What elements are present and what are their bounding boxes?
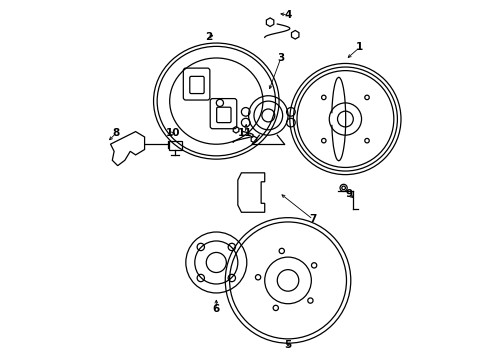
Text: 4: 4 — [284, 10, 292, 20]
Text: 10: 10 — [166, 129, 180, 138]
Text: 6: 6 — [213, 304, 220, 314]
Text: 3: 3 — [277, 53, 285, 63]
Bar — [169, 140, 181, 149]
Text: 2: 2 — [205, 32, 213, 41]
Text: 11: 11 — [238, 129, 252, 138]
Text: 5: 5 — [284, 340, 292, 350]
Text: 8: 8 — [112, 129, 120, 138]
Text: 7: 7 — [310, 215, 317, 224]
Text: 9: 9 — [345, 189, 353, 199]
Text: 1: 1 — [356, 42, 364, 52]
